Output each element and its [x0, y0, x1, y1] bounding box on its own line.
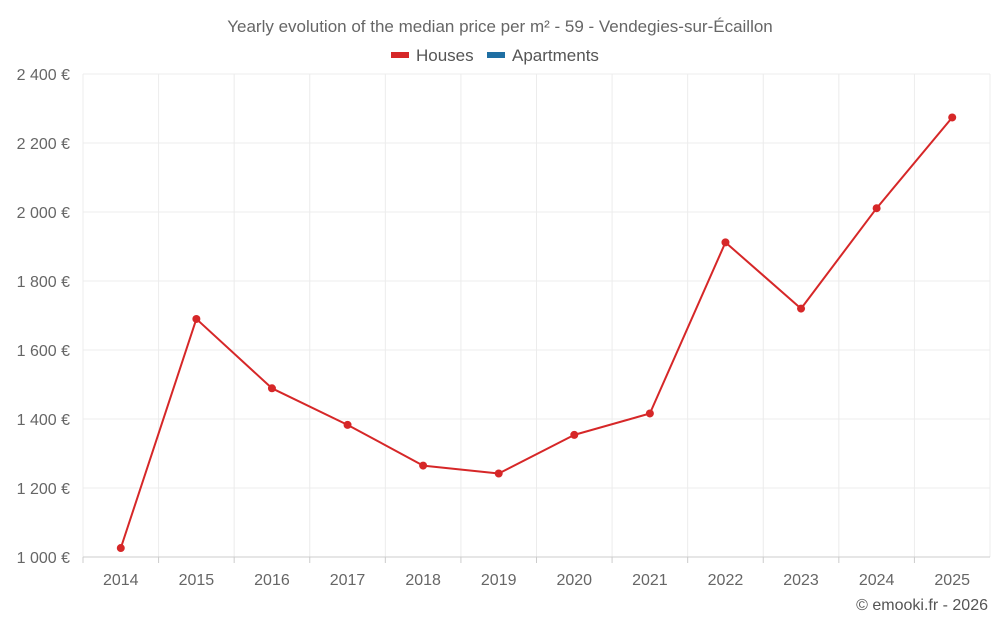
data-point-houses[interactable] — [721, 238, 730, 247]
grid — [82, 73, 991, 558]
data-point-houses[interactable] — [494, 469, 503, 478]
legend-swatch-apartments[interactable] — [487, 52, 505, 58]
data-point-houses[interactable] — [116, 544, 125, 553]
x-tick-label: 2014 — [103, 572, 139, 589]
x-tick-label: 2024 — [859, 572, 895, 589]
legend-swatch-houses[interactable] — [391, 52, 409, 58]
series-houses — [116, 113, 957, 553]
x-tick-label: 2016 — [254, 572, 290, 589]
data-point-houses[interactable] — [192, 314, 201, 323]
legend-label-houses[interactable]: Houses — [416, 46, 474, 65]
series-line-houses — [119, 116, 953, 549]
y-tick-label: 2 400 € — [17, 67, 70, 84]
data-point-houses[interactable] — [267, 384, 276, 393]
credit-text: © emooki.fr - 2026 — [856, 597, 988, 614]
y-axis: 1 000 € 1 200 € 1 400 € 1 600 € 1 800 € 2 000… — [17, 67, 70, 567]
x-tick-label: 2017 — [330, 572, 366, 589]
data-point-houses[interactable] — [570, 430, 579, 439]
y-tick-label: 2 000 € — [17, 205, 70, 222]
data-point-houses[interactable] — [645, 409, 654, 418]
x-tick-label: 2020 — [556, 572, 592, 589]
y-tick-label: 1 600 € — [17, 343, 70, 360]
y-tick-label: 1 400 € — [17, 412, 70, 429]
y-tick-label: 2 200 € — [17, 136, 70, 153]
x-tick-label: 2021 — [632, 572, 668, 589]
y-tick-label: 1 200 € — [17, 481, 70, 498]
x-tick-label: 2023 — [783, 572, 819, 589]
x-tick-label: 2025 — [934, 572, 970, 589]
data-point-houses[interactable] — [343, 420, 352, 429]
x-tick-label: 2019 — [481, 572, 517, 589]
legend-label-apartments[interactable]: Apartments — [512, 46, 599, 65]
y-tick-label: 1 000 € — [17, 550, 70, 567]
x-tick-label: 2018 — [405, 572, 441, 589]
data-point-houses[interactable] — [797, 304, 806, 313]
x-tick-label: 2022 — [708, 572, 744, 589]
x-tick-label: 2015 — [179, 572, 215, 589]
data-point-houses[interactable] — [948, 113, 957, 122]
x-axis: 2014 2015 2016 2017 2018 2019 2020 2021 2022 2023… — [82, 556, 990, 589]
data-point-houses[interactable] — [872, 204, 881, 213]
legend: Houses Apartments — [391, 46, 599, 65]
chart-title: Yearly evolution of the median price per… — [227, 17, 773, 36]
data-point-houses[interactable] — [419, 461, 428, 470]
y-tick-label: 1 800 € — [17, 274, 70, 291]
